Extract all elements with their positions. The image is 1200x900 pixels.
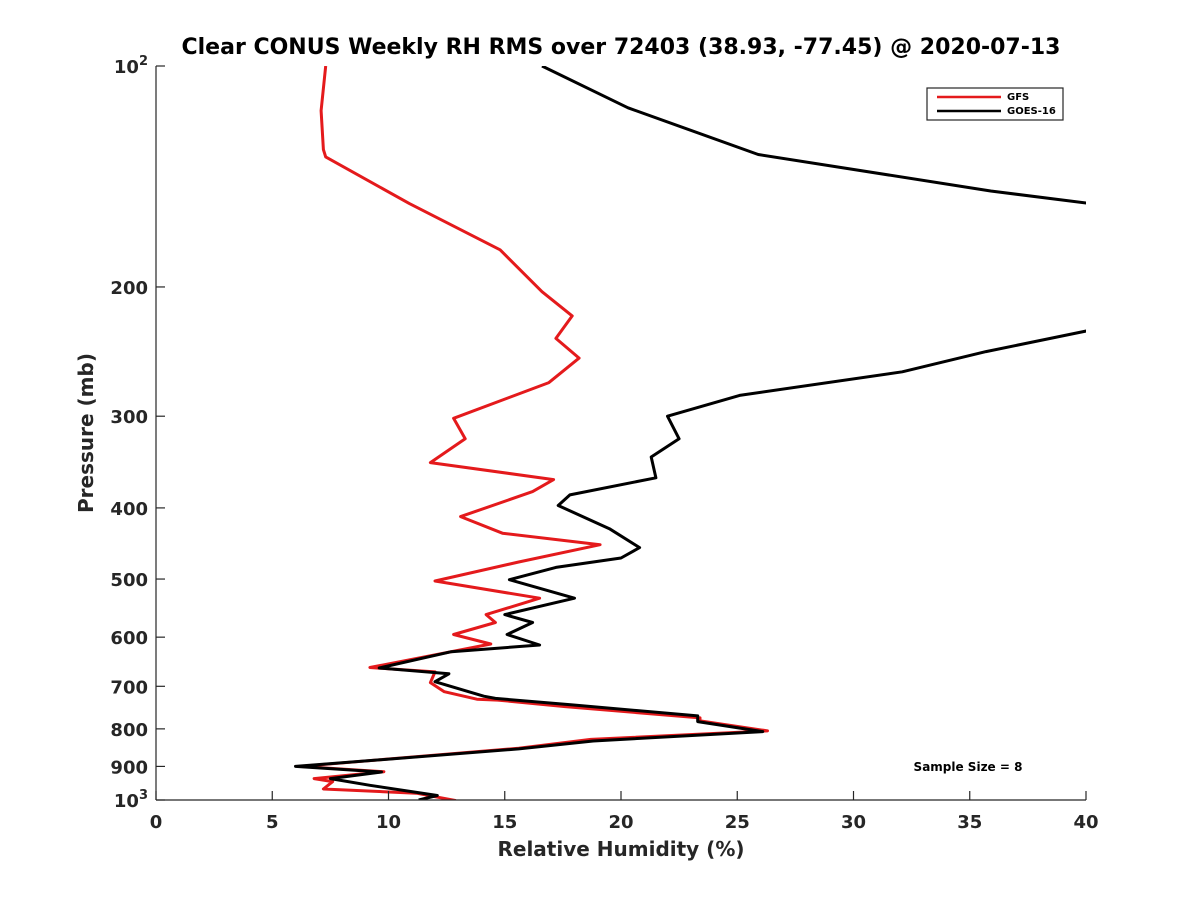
legend: GFS GOES-16 [926,87,1064,121]
x-tick-label: 30 [841,812,866,833]
sample-size-annotation: Sample Size = 8 [914,760,1023,774]
y-tick-label: 600 [110,628,148,649]
x-ticks: 0 5 10 15 20 25 30 35 40 [150,791,1099,833]
y-tick-label: 800 [110,720,148,741]
y-tick-label: 200 [110,278,148,299]
x-axis-label: Relative Humidity (%) [497,837,744,861]
x-tick-label: 35 [957,812,982,833]
x-tick-label: 5 [266,812,279,833]
x-tick-label: 10 [376,812,401,833]
legend-label-goes16: GOES-16 [1007,106,1056,117]
y-axis-label: Pressure (mb) [74,353,98,513]
plot-area [156,66,1086,800]
x-tick-label: 25 [725,812,750,833]
legend-box [926,87,1064,121]
x-tick-label: 40 [1073,812,1098,833]
y-tick-label: 300 [110,407,148,428]
y-tick-label: 103 [114,788,148,812]
y-tick-label: 500 [110,570,148,591]
series-line-goes16 [294,66,1086,800]
y-tick-label: 400 [110,499,148,520]
series-layer [294,66,1086,800]
y-tick-label: 102 [114,54,148,78]
x-tick-label: 15 [492,812,517,833]
x-tick-label: 20 [608,812,633,833]
x-tick-label: 0 [150,812,163,833]
y-ticks: 102 200 300 400 500 600 700 800 900 103 [110,54,165,812]
y-tick-label: 900 [110,757,148,778]
legend-label-gfs: GFS [1007,92,1029,103]
chart-title: Clear CONUS Weekly RH RMS over 72403 (38… [182,35,1061,60]
y-tick-label: 700 [110,677,148,698]
